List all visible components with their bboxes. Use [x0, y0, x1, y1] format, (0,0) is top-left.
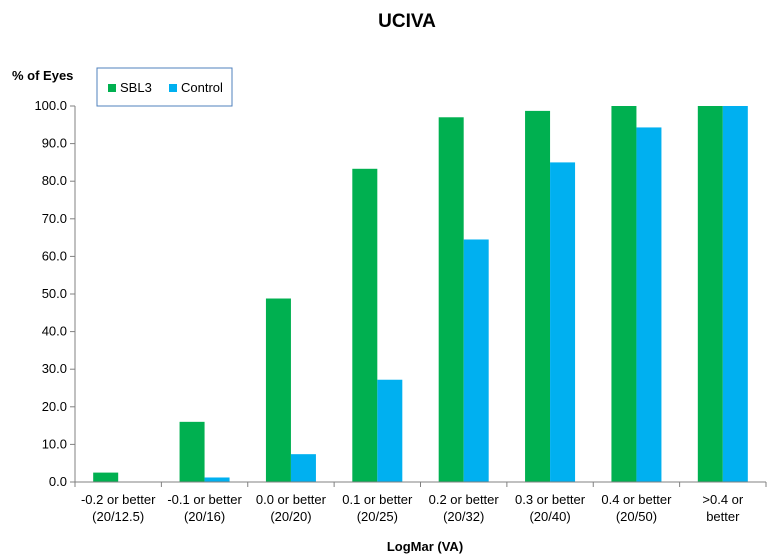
y-tick-label: 80.0 — [42, 173, 67, 188]
bar-sbl3-2 — [265, 298, 291, 482]
x-tick-label: (20/16) — [184, 509, 225, 524]
bar-sbl3-5 — [525, 110, 551, 482]
x-tick-label: -0.2 or better — [81, 492, 156, 507]
y-tick-label: 20.0 — [42, 399, 67, 414]
x-tick-label: (20/25) — [357, 509, 398, 524]
bar-control-3 — [377, 379, 403, 482]
x-axis: -0.2 or better (20/12.5) -0.1 or better (20… — [74, 481, 767, 524]
bar-control-2 — [290, 454, 316, 482]
bar-sbl3-6 — [611, 106, 637, 482]
legend-label-sbl3: SBL3 — [120, 80, 152, 95]
bar-control-6 — [636, 127, 662, 482]
legend: SBL3 Control — [96, 67, 233, 107]
chart-title: UCIVA — [378, 11, 436, 32]
x-tick-label: 0.4 or better — [601, 492, 672, 507]
x-tick-label: >0.4 or — [702, 492, 744, 507]
y-tick-label: 30.0 — [42, 361, 67, 376]
bar-sbl3-3 — [352, 168, 378, 483]
legend-label-control: Control — [181, 80, 223, 95]
x-tick-label: 0.2 or better — [429, 492, 500, 507]
y-tick-label: 10.0 — [42, 436, 67, 451]
bar-sbl3-0 — [93, 472, 119, 482]
y-tick-label: 100.0 — [34, 98, 67, 113]
bar-control-1 — [204, 477, 230, 482]
y-tick-label: 60.0 — [42, 248, 67, 263]
legend-box — [96, 67, 233, 107]
bar-sbl3-1 — [179, 421, 205, 482]
y-tick-label: 50.0 — [42, 286, 67, 301]
x-tick-label: 0.0 or better — [256, 492, 327, 507]
x-tick-label: (20/32) — [443, 509, 484, 524]
bar-control-5 — [550, 162, 576, 482]
x-tick-label: 0.1 or better — [342, 492, 413, 507]
legend-swatch-control — [169, 84, 177, 92]
x-tick-label: -0.1 or better — [167, 492, 242, 507]
x-tick-label: (20/40) — [529, 509, 570, 524]
y-tick-label: 70.0 — [42, 211, 67, 226]
bars-group — [93, 106, 748, 483]
x-tick-label: (20/12.5) — [92, 509, 144, 524]
x-tick-label: 0.3 or better — [515, 492, 586, 507]
x-tick-label: (20/20) — [270, 509, 311, 524]
y-axis: 0.0 10.0 20.0 30.0 40.0 50.0 60.0 70.0 80.0 90.0 1… — [34, 98, 76, 489]
bar-sbl3-4 — [438, 117, 464, 482]
bar-control-4 — [463, 239, 489, 482]
y-axis-title: % of Eyes — [12, 68, 73, 83]
bar-sbl3-7 — [697, 106, 723, 482]
legend-swatch-sbl3 — [108, 84, 116, 92]
x-tick-label: better — [706, 509, 740, 524]
y-tick-label: 40.0 — [42, 324, 67, 339]
y-tick-label: 90.0 — [42, 136, 67, 151]
x-tick-label: (20/50) — [616, 509, 657, 524]
y-tick-label: 0.0 — [49, 474, 67, 489]
x-axis-title: LogMar (VA) — [387, 539, 463, 554]
bar-control-7 — [722, 106, 748, 482]
